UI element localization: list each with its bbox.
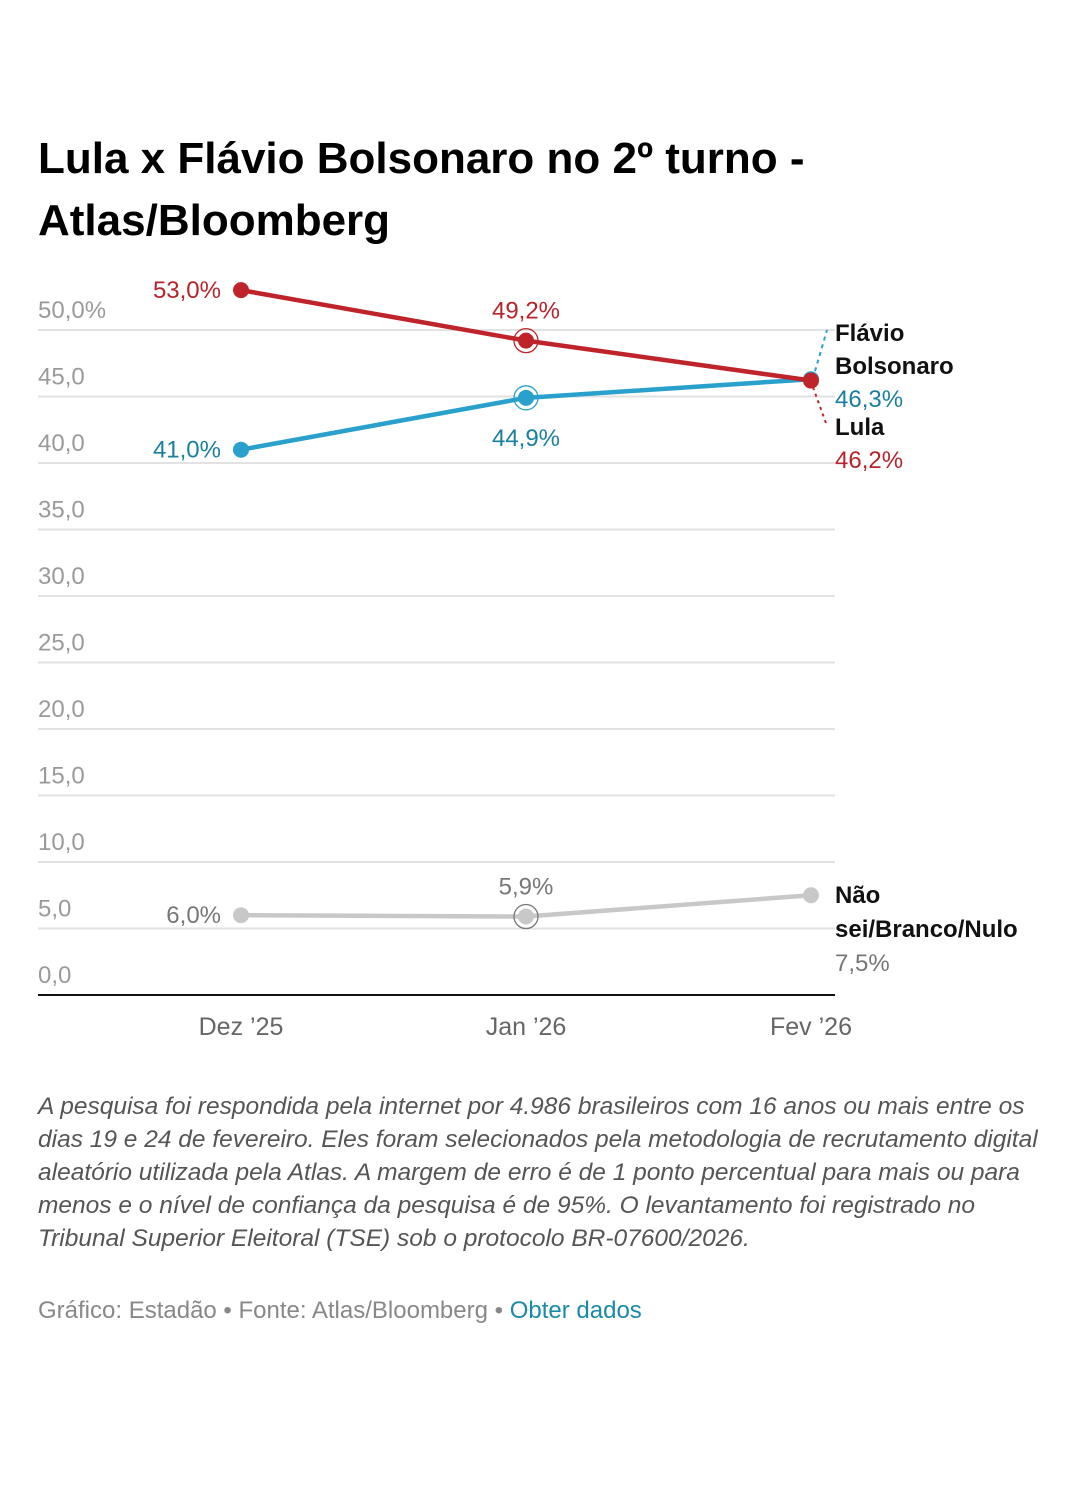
- data-label: 6,0%: [166, 902, 221, 929]
- end-labels: Flávio Bolsonaro Lula Não sei/Branco/Nulo: [812, 320, 1018, 943]
- y-tick-label: 45,0: [38, 364, 85, 391]
- y-tick-label: 0,0: [38, 962, 71, 989]
- methodology-note: A pesquisa foi respondida pela internet …: [38, 1093, 1038, 1252]
- series-lines: [233, 282, 819, 930]
- x-axis-ticks: Dez ’25 Jan ’26 Fev ’26: [199, 1013, 852, 1041]
- data-point[interactable]: [518, 389, 534, 406]
- leader-line: [812, 386, 828, 427]
- end-label: Lula: [835, 414, 885, 441]
- y-axis-ticks: 0,0 5,0 10,0 15,0 20,0 25,0 30,0 35,0 40,0 45,0 50…: [38, 297, 106, 989]
- data-point[interactable]: [233, 282, 249, 299]
- end-label: Não: [835, 882, 880, 909]
- data-label: 7,5%: [835, 950, 890, 977]
- x-tick-label: Jan ’26: [486, 1013, 567, 1041]
- data-point[interactable]: [233, 907, 249, 924]
- line-chart: 0,0 5,0 10,0 15,0 20,0 25,0 30,0 35,0 40,0 45,0 50…: [38, 277, 1018, 1041]
- x-tick-label: Fev ’26: [770, 1013, 852, 1041]
- end-label: Flávio: [835, 320, 904, 347]
- leader-line: [814, 329, 828, 372]
- data-point[interactable]: [803, 372, 819, 389]
- data-label: 5,9%: [499, 874, 554, 901]
- data-point[interactable]: [518, 332, 534, 349]
- y-tick-label: 5,0: [38, 896, 71, 923]
- data-point[interactable]: [518, 908, 534, 925]
- data-label: 53,0%: [153, 277, 221, 304]
- source-text: Gráfico: Estadão • Fonte: Atlas/Bloomber…: [38, 1297, 510, 1324]
- end-label: Bolsonaro: [835, 353, 954, 380]
- data-label: 46,2%: [835, 447, 903, 474]
- highlight-ring: [513, 903, 539, 930]
- data-labels: 53,0% 41,0% 6,0% 49,2% 44,9% 5,9% 46,3% 46,2% 7,…: [153, 277, 903, 977]
- source-line: Gráfico: Estadão • Fonte: Atlas/Bloomber…: [38, 1297, 642, 1325]
- data-label: 41,0%: [153, 437, 221, 464]
- gridlines: [38, 329, 835, 930]
- y-tick-label: 30,0: [38, 563, 85, 590]
- chart-title: Lula x Flávio Bolsonaro no 2º turno - At…: [38, 134, 805, 245]
- y-tick-label: 10,0: [38, 829, 85, 856]
- y-tick-label: 40,0: [38, 430, 85, 457]
- y-tick-label: 35,0: [38, 497, 85, 524]
- x-tick-label: Dez ’25: [199, 1013, 284, 1041]
- get-data-link[interactable]: Obter dados: [509, 1297, 642, 1324]
- highlight-ring: [513, 327, 539, 354]
- y-tick-label: 15,0: [38, 763, 85, 790]
- y-tick-label: 50,0%: [38, 297, 106, 324]
- data-label: 46,3%: [835, 386, 903, 413]
- data-point[interactable]: [803, 887, 819, 904]
- data-label: 44,9%: [492, 425, 560, 452]
- end-label: sei/Branco/Nulo: [835, 916, 1018, 943]
- y-tick-label: 25,0: [38, 630, 85, 657]
- data-point[interactable]: [233, 441, 249, 458]
- highlight-ring: [513, 385, 539, 411]
- y-tick-label: 20,0: [38, 696, 85, 723]
- data-label: 49,2%: [492, 298, 560, 325]
